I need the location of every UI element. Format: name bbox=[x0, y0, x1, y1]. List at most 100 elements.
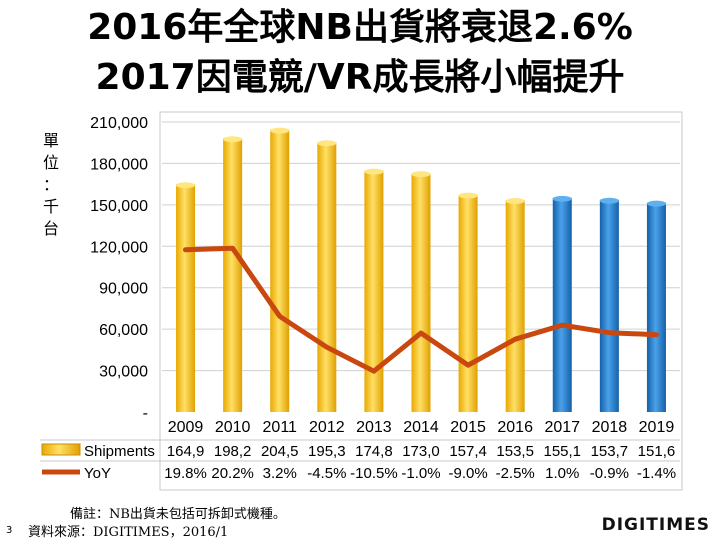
shipment-value-label: 155,1 bbox=[543, 443, 581, 460]
yoy-value-label: 1.0% bbox=[545, 465, 579, 482]
shipment-bar-group bbox=[505, 198, 525, 412]
yoy-point bbox=[277, 314, 282, 319]
yoy-value-label: -4.5% bbox=[307, 465, 346, 482]
shipment-bar-cap bbox=[364, 168, 384, 175]
unit-char: 台 bbox=[42, 219, 59, 238]
yoy-point bbox=[560, 323, 565, 328]
shipment-value-label: 153,7 bbox=[591, 443, 629, 460]
shipment-value-label: 195,3 bbox=[308, 443, 346, 460]
shipment-bar-cap bbox=[223, 136, 243, 143]
shipment-bar-cap bbox=[599, 197, 619, 204]
y-tick-label: 60,000 bbox=[99, 322, 148, 339]
shipment-bar-cap bbox=[458, 192, 478, 199]
y-tick-label: 180,000 bbox=[90, 156, 148, 173]
yoy-point bbox=[324, 345, 329, 350]
shipment-bar-cap bbox=[317, 140, 337, 147]
shipment-bar-cap bbox=[646, 200, 666, 207]
shipment-bar bbox=[317, 142, 337, 413]
unit-char: 單 bbox=[42, 131, 59, 150]
x-tick-label: 2009 bbox=[168, 419, 204, 436]
yoy-value-label: 20.2% bbox=[211, 465, 254, 482]
unit-char: ： bbox=[42, 175, 59, 194]
y-tick-label: 150,000 bbox=[90, 198, 148, 215]
yoy-point bbox=[654, 332, 659, 337]
y-tick-label: - bbox=[143, 405, 148, 422]
yoy-value-label: -1.4% bbox=[637, 465, 676, 482]
shipment-value-label: 173,0 bbox=[402, 443, 440, 460]
shipment-bar-group bbox=[646, 200, 666, 412]
shipment-bar bbox=[505, 200, 525, 412]
yoy-value-label: -1.0% bbox=[401, 465, 440, 482]
shipment-bar bbox=[552, 197, 572, 412]
shipment-value-label: 164,9 bbox=[167, 443, 205, 460]
footnote-source: 資料來源：DIGITIMES，2016/1 bbox=[28, 521, 228, 540]
yoy-value-label: 19.8% bbox=[164, 465, 207, 482]
shipment-bar-group bbox=[599, 197, 619, 412]
yoy-point bbox=[607, 330, 612, 335]
data-table: Shipments YoY 164,9 198,2 204,5 195,3 174,8 173… bbox=[40, 439, 680, 482]
y-tick-label: 90,000 bbox=[99, 281, 148, 298]
x-axis-labels: 2009 2010 2011 2012 2013 2014 2015 2016 2017 2018… bbox=[168, 419, 675, 436]
legend-shipments-label: Shipments bbox=[84, 443, 155, 460]
shipment-bar bbox=[223, 138, 243, 413]
yoy-line-group bbox=[183, 245, 659, 374]
shipment-bar-cap bbox=[552, 195, 572, 202]
shipment-bar-group bbox=[270, 127, 290, 412]
shipment-value-label: 153,5 bbox=[496, 443, 534, 460]
shipment-bar-group bbox=[176, 182, 196, 412]
x-tick-label: 2017 bbox=[544, 419, 580, 436]
legend-yoy-label: YoY bbox=[84, 465, 111, 482]
shipment-bar bbox=[364, 170, 384, 412]
plot-frame bbox=[159, 111, 683, 491]
footnote-note: 備註：NB出貨未包括可拆卸式機種。 bbox=[70, 507, 286, 522]
y-tick-label: 30,000 bbox=[99, 364, 148, 381]
yoy-point bbox=[183, 247, 188, 252]
title-line-1: 2016年全球NB出貨將衰退2.6% bbox=[87, 7, 633, 48]
yoy-value-label: -10.5% bbox=[350, 465, 398, 482]
y-tick-label: 210,000 bbox=[90, 115, 148, 132]
shipment-bar bbox=[646, 202, 666, 412]
x-tick-label: 2011 bbox=[263, 419, 298, 436]
x-tick-label: 2012 bbox=[309, 419, 345, 436]
yoy-value-label: 3.2% bbox=[263, 465, 297, 482]
x-tick-label: 2015 bbox=[450, 419, 486, 436]
shipment-bars bbox=[176, 127, 666, 413]
shipment-value-label: 204,5 bbox=[261, 443, 299, 460]
yoy-point bbox=[230, 246, 235, 251]
yoy-value-label: -2.5% bbox=[496, 465, 535, 482]
title-line-2: 2017因電競/VR成長將小幅提升 bbox=[95, 57, 625, 98]
yoy-value-label: -9.0% bbox=[448, 465, 487, 482]
unit-char: 千 bbox=[42, 197, 59, 216]
x-tick-label: 2019 bbox=[639, 419, 675, 436]
shipment-bar-group bbox=[223, 136, 243, 413]
shipment-bar bbox=[270, 129, 290, 412]
shipment-bar-cap bbox=[411, 171, 431, 178]
shipment-bar-group bbox=[458, 192, 478, 412]
shipment-bar bbox=[411, 173, 431, 412]
x-tick-label: 2010 bbox=[215, 419, 251, 436]
yoy-point bbox=[466, 363, 471, 368]
x-tick-label: 2013 bbox=[356, 419, 392, 436]
page-number: 3 bbox=[6, 525, 13, 536]
shipment-bar-group bbox=[411, 171, 431, 412]
shipment-bar bbox=[176, 184, 196, 412]
shipment-bar-group bbox=[552, 195, 572, 412]
yoy-value-label: -0.9% bbox=[590, 465, 629, 482]
shipment-bar-cap bbox=[270, 127, 290, 134]
shipment-bar bbox=[458, 194, 478, 412]
unit-label: 單 位 ： 千 台 bbox=[40, 130, 62, 240]
x-tick-label: 2014 bbox=[403, 419, 439, 436]
legend-shipments-swatch bbox=[41, 443, 81, 456]
shipment-bar-cap bbox=[505, 198, 525, 205]
shipment-value-label: 174,8 bbox=[355, 443, 393, 460]
shipment-bar-group bbox=[317, 140, 337, 413]
x-tick-label: 2016 bbox=[497, 419, 533, 436]
shipment-value-label: 157,4 bbox=[449, 443, 487, 460]
shipment-bar bbox=[599, 199, 619, 412]
shipment-bar-cap bbox=[176, 182, 196, 189]
shipment-bar-group bbox=[364, 168, 384, 412]
y-tick-label: 120,000 bbox=[90, 239, 148, 256]
shipment-value-label: 151,6 bbox=[638, 443, 676, 460]
unit-char: 位 bbox=[42, 153, 59, 172]
